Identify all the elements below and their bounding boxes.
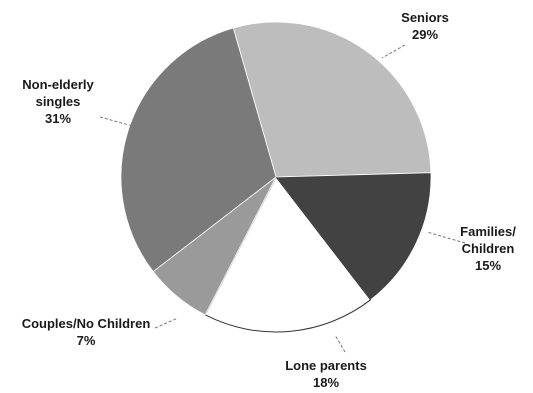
- leader-line-non-elderly-singles: [99, 116, 141, 129]
- slice-label-couples-no-children: Couples/No Children 7%: [22, 316, 151, 348]
- slice-label-seniors: Seniors 29%: [401, 10, 449, 42]
- slice-name-label: Lone parents: [285, 358, 367, 373]
- leader-line-families-children: [426, 231, 466, 244]
- slice-value-label: 15%: [475, 258, 501, 273]
- slice-value-label: 18%: [313, 375, 339, 390]
- leader-line-lone-parents: [334, 334, 346, 353]
- slice-label-lone-parents: Lone parents 18%: [285, 358, 367, 390]
- pie-slice-families-children: [275, 172, 432, 301]
- pie-slice-lone-parents: [204, 176, 372, 333]
- slice-value-label: 29%: [412, 27, 438, 42]
- leader-line-couples-no-children: [154, 317, 179, 329]
- slice-value-label: 31%: [45, 111, 71, 126]
- leader-line-seniors: [381, 44, 406, 59]
- slice-name-label: Seniors: [401, 10, 449, 25]
- pie-slice-non-elderly-singles: [120, 27, 277, 273]
- slice-name-label: Children: [462, 241, 515, 256]
- slice-name-label: Non-elderly: [22, 77, 94, 92]
- slice-labels: Seniors 29% Families/Children 15% Lone paren…: [22, 10, 516, 390]
- slice-name-label: Families/: [460, 224, 516, 239]
- slice-name-label: Couples/No Children: [22, 316, 151, 331]
- slice-label-families-children: Families/Children 15%: [460, 224, 516, 273]
- slice-label-non-elderly-singles: Non-elderly singles 31%: [22, 77, 94, 126]
- slice-name-label: singles: [36, 94, 81, 109]
- slice-value-label: 7%: [77, 333, 96, 348]
- pie-slice-seniors: [232, 21, 432, 178]
- leader-lines: [99, 44, 466, 353]
- pie-slices: [120, 21, 432, 333]
